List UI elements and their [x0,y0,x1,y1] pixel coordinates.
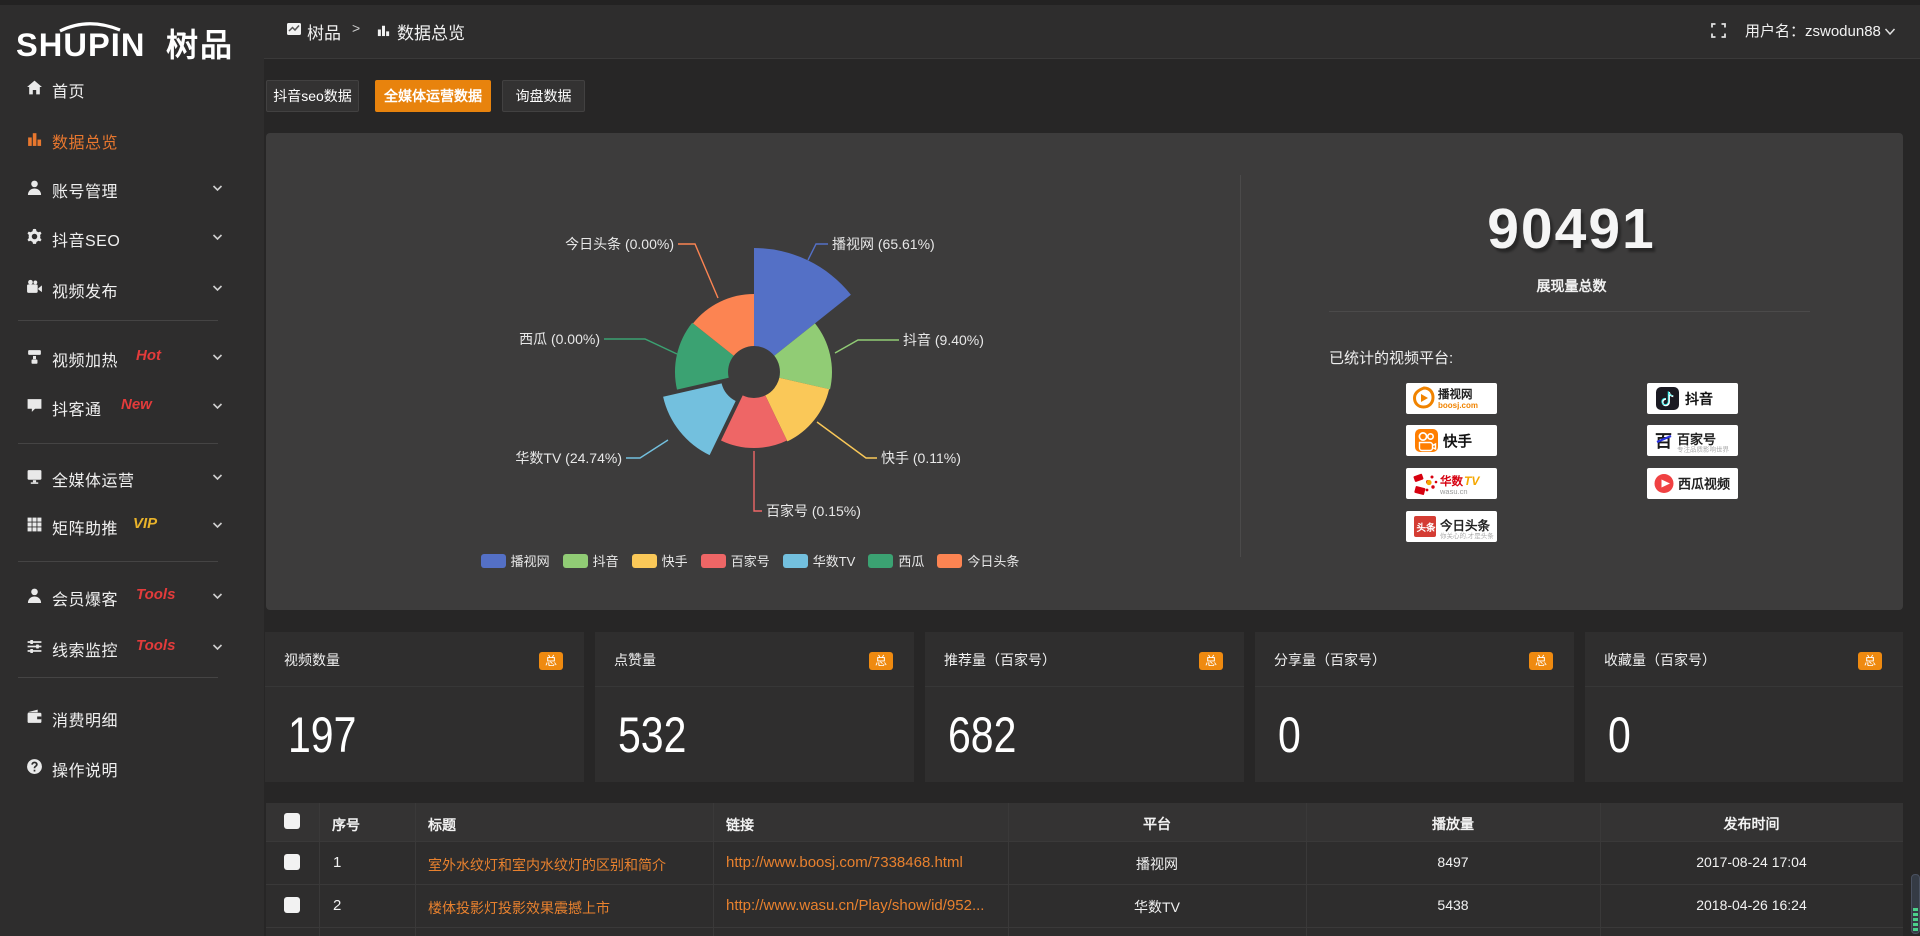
svg-text:今日头条: 今日头条 [1439,518,1491,533]
svg-text:百家号: 百家号 [1677,432,1716,447]
svg-text:boosj.com: boosj.com [1438,401,1478,410]
svg-text:TV: TV [1464,474,1480,488]
svg-text:树品: 树品 [166,27,234,62]
svg-text:西瓜视频: 西瓜视频 [1678,477,1730,492]
svg-text:抖音: 抖音 [1685,391,1713,407]
svg-text:头条: 头条 [1417,522,1437,534]
svg-text:抖音 (9.40%): 抖音 (9.40%) [903,332,984,348]
svg-text:百家号 (0.15%): 百家号 (0.15%) [766,503,861,519]
svg-text:西瓜 (0.00%): 西瓜 (0.00%) [519,331,600,347]
svg-text:SHUPIN: SHUPIN [16,27,145,62]
svg-text:播视网 (65.61%): 播视网 (65.61%) [832,236,935,252]
svg-text:你关心的,才是头条: 你关心的,才是头条 [1440,531,1494,540]
svg-text:今日头条 (0.00%): 今日头条 (0.00%) [565,236,674,252]
svg-text:快手: 快手 [1443,433,1472,451]
svg-text:快手 (0.11%): 快手 (0.11%) [881,450,961,466]
svg-text:wasu.cn: wasu.cn [1439,487,1468,496]
svg-text:华数: 华数 [1440,474,1463,488]
svg-text:播视网: 播视网 [1438,387,1473,401]
svg-text:专注品质影响世界: 专注品质影响世界 [1677,445,1730,454]
svg-text:华数TV (24.74%): 华数TV (24.74%) [515,450,622,466]
